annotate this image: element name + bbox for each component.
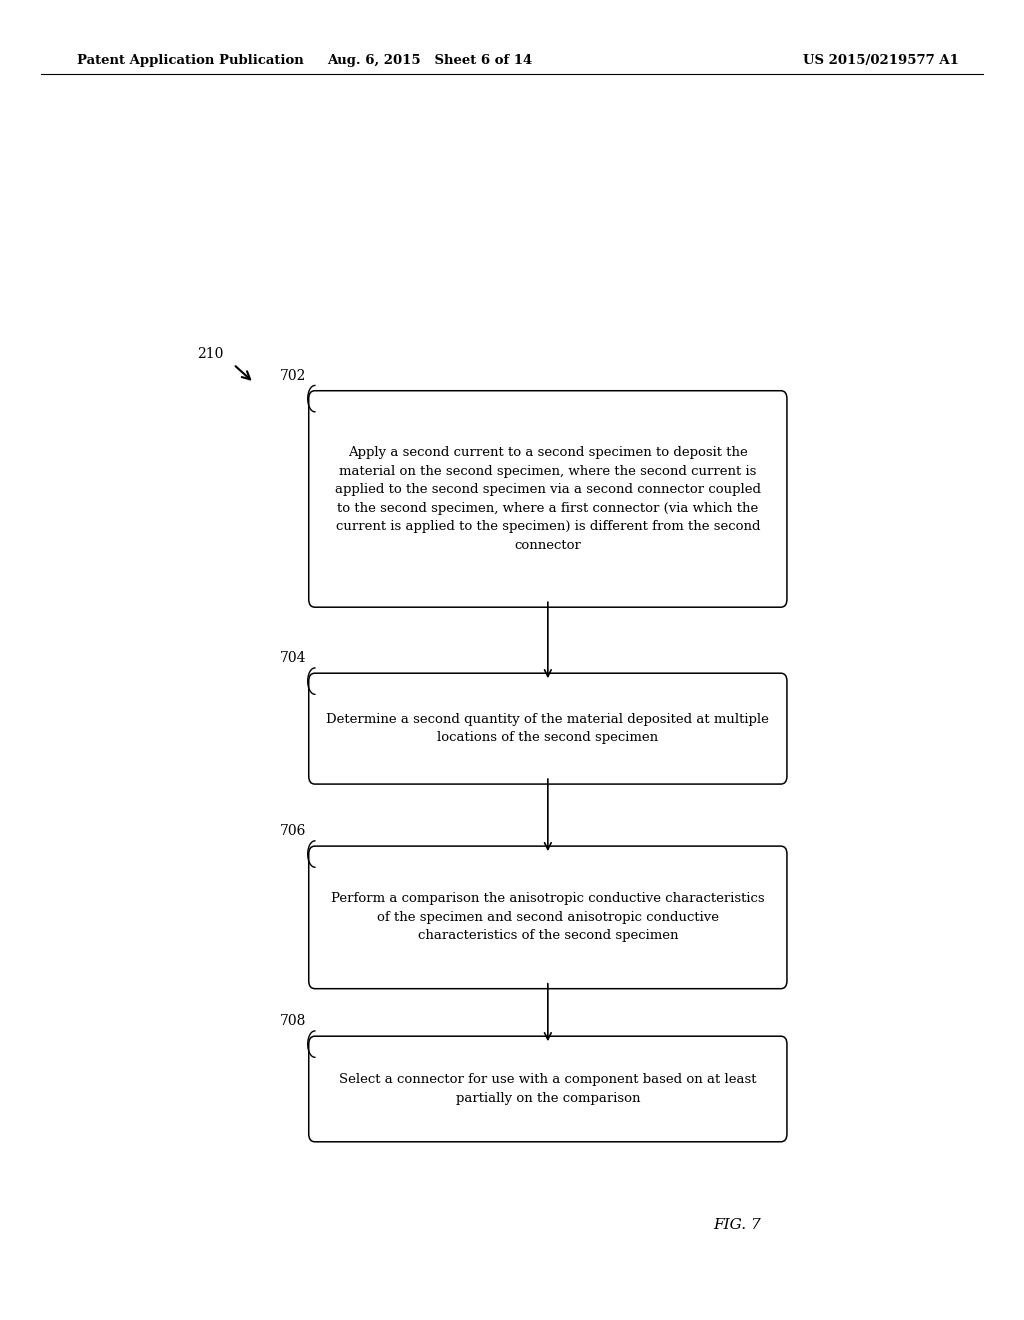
Text: 702: 702 <box>281 368 307 383</box>
FancyBboxPatch shape <box>309 1036 786 1142</box>
FancyBboxPatch shape <box>309 673 786 784</box>
Text: US 2015/0219577 A1: US 2015/0219577 A1 <box>803 54 958 67</box>
Text: 708: 708 <box>281 1014 307 1028</box>
FancyBboxPatch shape <box>309 846 786 989</box>
Text: Perform a comparison the anisotropic conductive characteristics
of the specimen : Perform a comparison the anisotropic con… <box>331 892 765 942</box>
Text: Apply a second current to a second specimen to deposit the
material on the secon: Apply a second current to a second speci… <box>335 446 761 552</box>
FancyBboxPatch shape <box>309 391 786 607</box>
Text: 210: 210 <box>197 347 223 360</box>
Text: FIG. 7: FIG. 7 <box>714 1218 761 1232</box>
Text: Determine a second quantity of the material deposited at multiple
locations of t: Determine a second quantity of the mater… <box>327 713 769 744</box>
Text: Aug. 6, 2015   Sheet 6 of 14: Aug. 6, 2015 Sheet 6 of 14 <box>328 54 532 67</box>
Text: 706: 706 <box>281 824 307 838</box>
Text: Patent Application Publication: Patent Application Publication <box>77 54 303 67</box>
Text: Select a connector for use with a component based on at least
partially on the c: Select a connector for use with a compon… <box>339 1073 757 1105</box>
Text: 704: 704 <box>281 651 307 665</box>
